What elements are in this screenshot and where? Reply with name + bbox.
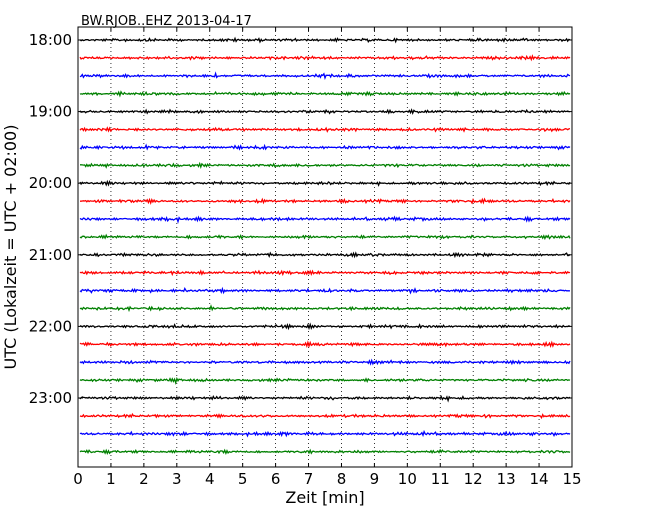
trace-line	[79, 429, 571, 438]
y-tick-label: 23:00	[29, 389, 72, 407]
x-tick-label: 0	[73, 470, 83, 488]
x-tick-label: 2	[139, 470, 149, 488]
plot-frame	[77, 26, 573, 468]
trace-line	[79, 179, 571, 187]
trace-line	[80, 161, 571, 170]
y-axis: 18:00 19:00 20:00 21:00 22:00 23:00	[29, 31, 572, 407]
trace-line	[79, 36, 571, 44]
x-tick-label: 15	[562, 470, 581, 488]
y-tick-label: 22:00	[29, 317, 72, 335]
x-tick-label: 8	[337, 470, 347, 488]
x-tick-label: 1	[106, 470, 116, 488]
x-axis: 0 1 2 3 4 5 6 7 8 9 10 11 12 13 14 15	[73, 27, 582, 488]
y-tick-label: 19:00	[29, 103, 72, 121]
trace-line	[79, 322, 571, 331]
x-axis-label: Zeit [min]	[285, 488, 364, 507]
x-tick-label: 10	[398, 470, 417, 488]
x-tick-label: 9	[370, 470, 380, 488]
y-tick-label: 21:00	[29, 246, 72, 264]
trace-line	[79, 412, 571, 420]
trace-line	[79, 71, 571, 81]
x-tick-label: 6	[271, 470, 281, 488]
trace-line	[79, 143, 571, 151]
trace-line	[79, 251, 571, 259]
trace-line	[79, 90, 571, 98]
trace-line	[79, 54, 571, 62]
trace-line	[79, 269, 571, 277]
x-tick-label: 7	[304, 470, 314, 488]
trace-line	[79, 286, 571, 295]
trace-line	[79, 395, 571, 403]
x-tick-label: 11	[431, 470, 450, 488]
trace-line	[80, 197, 571, 206]
trace-line	[79, 233, 571, 241]
x-tick-label: 14	[530, 470, 549, 488]
trace-line	[79, 376, 571, 385]
trace-line	[79, 448, 571, 456]
chart-title: BW.RJOB..EHZ 2013-04-17	[81, 14, 252, 29]
trace-line	[79, 126, 571, 133]
y-tick-label: 18:00	[29, 31, 72, 49]
y-axis-label: UTC (Lokalzeit = UTC + 02:00)	[1, 125, 20, 370]
x-tick-label: 4	[205, 470, 215, 488]
x-tick-label: 5	[238, 470, 248, 488]
x-tick-label: 12	[464, 470, 483, 488]
x-tick-label: 13	[497, 470, 516, 488]
trace-line	[79, 108, 570, 116]
trace-line	[79, 358, 571, 366]
y-tick-label: 20:00	[29, 174, 72, 192]
trace-line	[79, 215, 571, 224]
grid-lines	[110, 27, 540, 467]
x-tick-label: 3	[172, 470, 182, 488]
trace-line	[79, 340, 571, 349]
trace-line	[79, 304, 571, 313]
trace-group	[79, 36, 571, 456]
